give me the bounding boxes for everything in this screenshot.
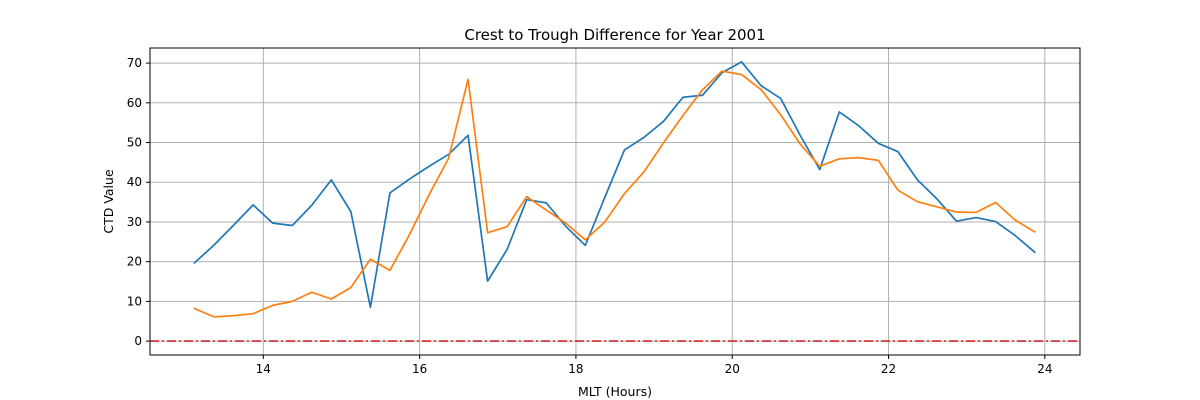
y-tick-label: 10: [127, 294, 142, 308]
x-tick-label: 22: [881, 362, 896, 376]
tick-layer: 14 16 18 20 22 24 0 10 20 30 40 50 60 70: [127, 56, 1053, 376]
y-axis-label: CTD Value: [101, 169, 116, 234]
series-layer: [193, 61, 1036, 318]
y-tick-label: 40: [127, 175, 142, 189]
y-tick-label: 60: [127, 96, 142, 110]
y-tick-label: 20: [127, 255, 142, 269]
y-tick-label: 0: [134, 334, 142, 348]
chart-title: Crest to Trough Difference for Year 2001: [464, 26, 765, 44]
x-tick-label: 24: [1037, 362, 1052, 376]
series-2-line: [193, 70, 1036, 318]
plot-frame: [149, 47, 1081, 356]
x-tick-label: 14: [256, 362, 271, 376]
x-tick-label: 20: [725, 362, 740, 376]
x-tick-label: 16: [412, 362, 427, 376]
grid-layer: [150, 48, 1080, 355]
y-tick-label: 70: [127, 56, 142, 70]
y-tick-label: 30: [127, 215, 142, 229]
x-axis-label: MLT (Hours): [578, 384, 652, 399]
series-1-line: [193, 61, 1036, 309]
y-tick-label: 50: [127, 136, 142, 150]
x-tick-label: 18: [568, 362, 583, 376]
